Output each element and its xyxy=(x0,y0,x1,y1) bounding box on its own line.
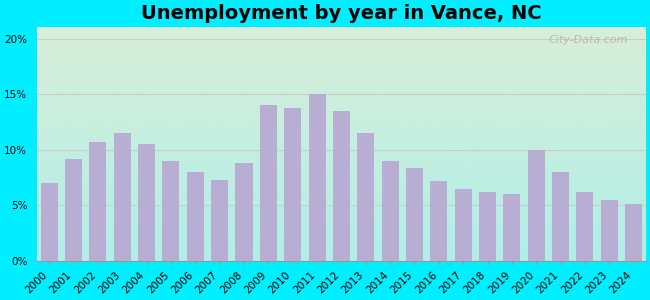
Bar xyxy=(601,200,618,261)
Bar xyxy=(430,181,447,261)
Bar xyxy=(89,142,107,261)
Bar xyxy=(65,159,82,261)
Text: City-Data.com: City-Data.com xyxy=(548,34,627,44)
Bar xyxy=(479,192,496,261)
Bar xyxy=(162,161,179,261)
Bar xyxy=(187,172,204,261)
Bar xyxy=(309,94,326,261)
Bar xyxy=(577,192,593,261)
Bar xyxy=(382,161,398,261)
Title: Unemployment by year in Vance, NC: Unemployment by year in Vance, NC xyxy=(141,4,541,23)
Bar xyxy=(454,189,472,261)
Bar xyxy=(406,168,423,261)
Bar xyxy=(528,150,545,261)
Bar xyxy=(260,105,277,261)
Bar xyxy=(138,144,155,261)
Bar xyxy=(552,172,569,261)
Bar xyxy=(333,111,350,261)
Bar xyxy=(284,108,301,261)
Bar xyxy=(625,204,642,261)
Bar xyxy=(114,133,131,261)
Bar xyxy=(211,180,228,261)
Bar xyxy=(235,163,253,261)
Bar xyxy=(358,133,374,261)
Bar xyxy=(503,194,521,261)
Bar xyxy=(41,183,58,261)
